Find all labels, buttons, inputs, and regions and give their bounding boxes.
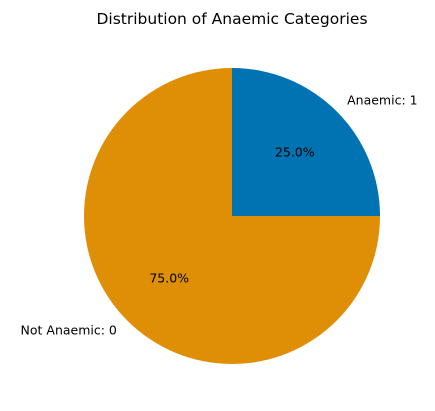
pie-slices [84,68,380,364]
slice-label-anaemic-1: Anaemic: 1 [347,92,417,107]
pie-labels: Anaemic: 1 25.0% Not Anaemic: 0 75.0% [21,92,418,337]
chart-title: Distribution of Anaemic Categories [96,10,367,28]
slice-pct-label-anaemic-1: 25.0% [275,145,315,160]
slice-pct-label-not-anaemic-0: 75.0% [149,270,189,285]
pie-slice-not-anaemic-0 [84,68,380,364]
slice-label-not-anaemic-0: Not Anaemic: 0 [21,323,117,338]
pie-slice-anaemic-1 [232,68,380,216]
